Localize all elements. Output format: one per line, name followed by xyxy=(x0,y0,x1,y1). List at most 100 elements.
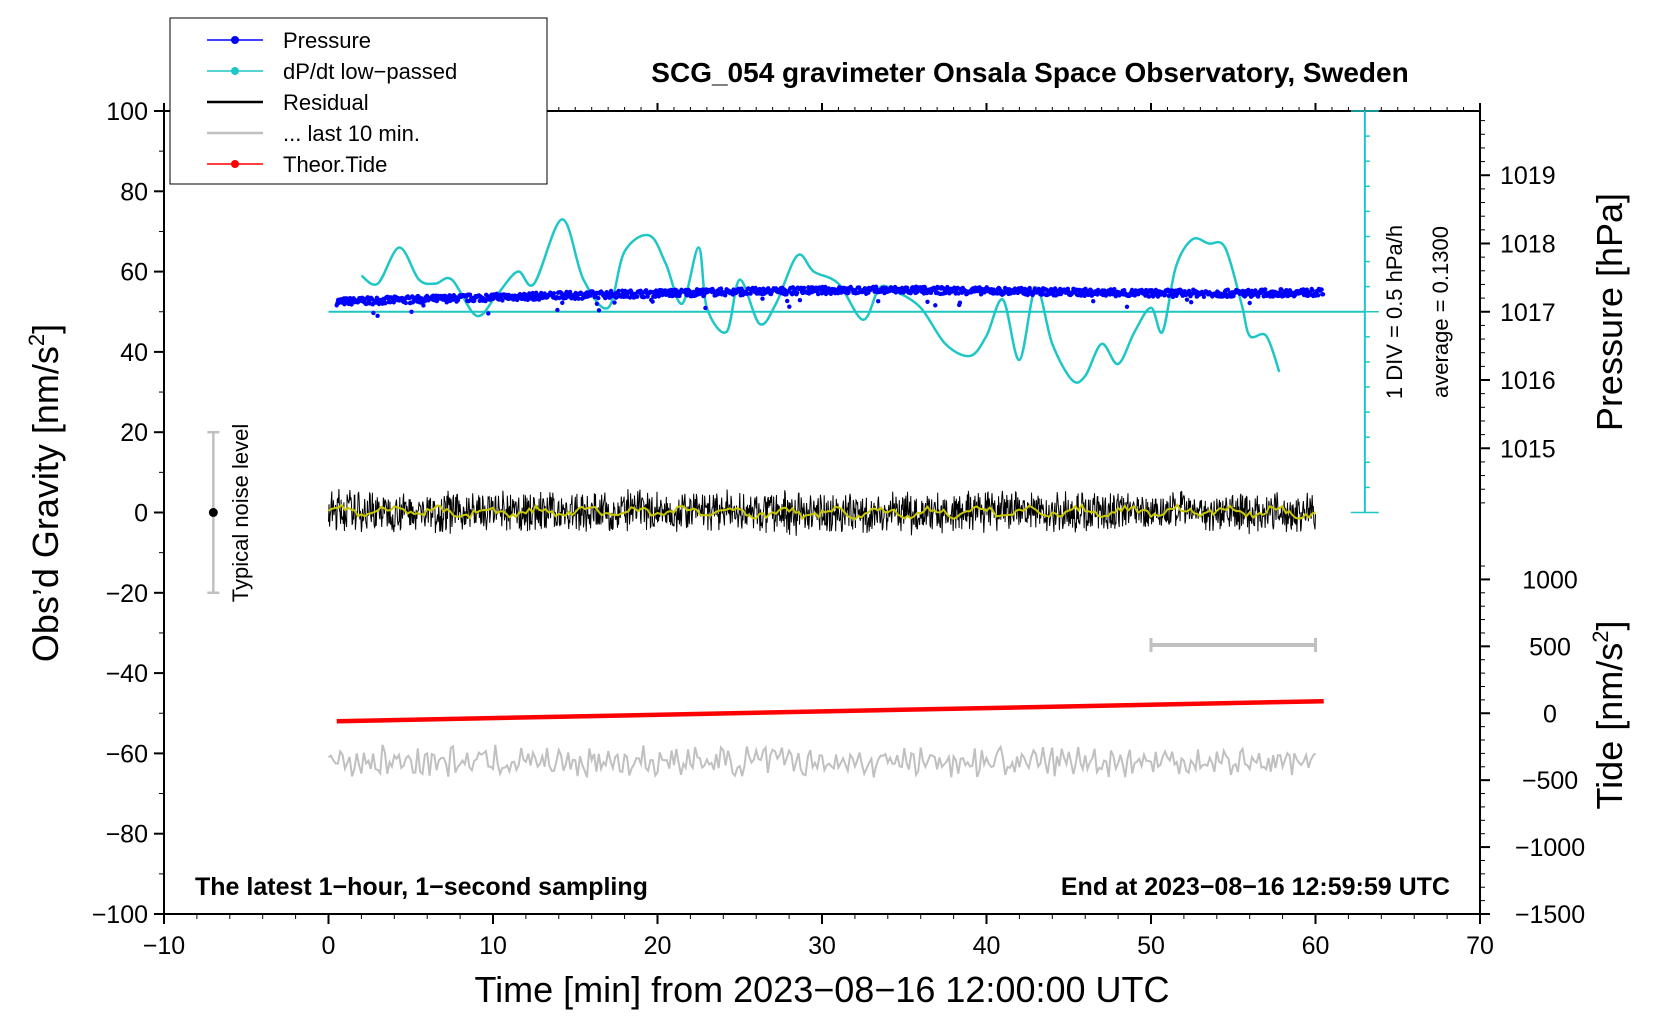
pressure-point xyxy=(1091,299,1096,304)
pressure-point xyxy=(641,295,647,300)
pressure-point xyxy=(1247,300,1252,306)
pressure-point xyxy=(787,304,792,309)
pressure-series xyxy=(334,284,1326,318)
tide-tick-label: −1000 xyxy=(1515,834,1585,862)
pressure-point xyxy=(594,301,600,306)
pressure-point xyxy=(723,293,728,298)
pressure-point xyxy=(371,310,376,316)
y-tick-label: −80 xyxy=(106,821,148,849)
legend-marker xyxy=(231,67,239,75)
y-tick-label: −20 xyxy=(106,580,148,608)
pressure-tick-label: 1019 xyxy=(1500,162,1556,190)
last10-series-line xyxy=(327,744,1317,779)
pressure-point xyxy=(700,287,705,292)
pressure-point xyxy=(846,290,851,295)
pressure-point xyxy=(1201,294,1207,299)
tide-axis-label: Tide [nm/s2] xyxy=(1588,621,1630,810)
y-tick-label: 100 xyxy=(106,98,148,126)
pressure-point xyxy=(925,299,930,304)
pressure-point xyxy=(421,303,426,308)
pressure-point xyxy=(1186,288,1192,294)
x-tick-label: 50 xyxy=(1137,932,1165,960)
x-tick-label: 20 xyxy=(644,932,672,960)
pressure-point xyxy=(718,286,724,291)
tide-tick-label: −500 xyxy=(1522,767,1578,795)
x-tick-label: 0 xyxy=(322,932,336,960)
pressure-point xyxy=(801,285,807,291)
pressure-point xyxy=(1315,293,1321,298)
pressure-point xyxy=(1263,287,1268,292)
x-tick-label: 70 xyxy=(1466,932,1494,960)
pressure-point xyxy=(467,292,473,297)
y-tick-label: 20 xyxy=(120,419,148,447)
legend: Pressure dP/dt low−passed Residual ... last… xyxy=(169,17,548,185)
legend-label: ... last 10 min. xyxy=(283,121,420,146)
pressure-point xyxy=(1082,293,1087,298)
pressure-point xyxy=(607,295,612,300)
legend-label: Pressure xyxy=(283,28,371,53)
dpdt-scale-label: 1 DIV = 0.5 hPa/h xyxy=(1382,225,1407,399)
legend-marker xyxy=(231,36,239,44)
pressure-point xyxy=(1146,294,1152,299)
pressure-point xyxy=(785,298,790,304)
annotation-layer xyxy=(207,430,1317,652)
y-tick-label: −40 xyxy=(106,660,148,688)
pressure-point xyxy=(500,298,505,303)
tide-tick-label: −1500 xyxy=(1515,901,1585,929)
pressure-point xyxy=(1319,287,1324,292)
legend-marker xyxy=(231,160,239,168)
pressure-point xyxy=(383,300,388,306)
pressure-point xyxy=(1225,287,1231,292)
pressure-point xyxy=(1287,288,1293,293)
legend-label: Theor.Tide xyxy=(283,152,387,177)
axis-ticks: −10 0 10 20 30 40 50 60 70−100−80−60−40−20020406… xyxy=(92,98,1585,960)
pressure-point xyxy=(596,295,601,301)
pressure-point xyxy=(555,307,560,313)
pressure-point xyxy=(403,300,408,306)
pressure-point xyxy=(1124,304,1130,309)
y-tick-label: −60 xyxy=(106,740,148,768)
noise-bar-center xyxy=(208,508,218,517)
pressure-point xyxy=(596,308,602,313)
pressure-point xyxy=(434,298,439,304)
pressure-point xyxy=(616,288,621,294)
pressure-point xyxy=(375,313,380,318)
dpdt-series-line xyxy=(360,218,1281,384)
pressure-tick-label: 1018 xyxy=(1500,230,1556,258)
pressure-point xyxy=(409,309,414,314)
chart-title: SCG_054 gravimeter Onsala Space Observat… xyxy=(651,57,1408,88)
pressure-point xyxy=(1256,294,1261,299)
sampling-note: The latest 1−hour, 1−second sampling xyxy=(195,873,648,901)
x-tick-label: 40 xyxy=(973,932,1001,960)
y-tick-label: 80 xyxy=(120,178,148,206)
pressure-tick-label: 1016 xyxy=(1500,367,1556,395)
y-tick-label: 0 xyxy=(134,500,148,528)
pressure-point xyxy=(1320,292,1326,297)
pressure-point xyxy=(876,299,881,304)
pressure-point xyxy=(703,305,708,311)
pressure-point xyxy=(656,294,662,299)
y-tick-label: 60 xyxy=(120,259,148,287)
legend-label: Residual xyxy=(283,90,369,115)
x-tick-label: 10 xyxy=(479,932,507,960)
pressure-point xyxy=(551,291,557,296)
y-axis-label: Obs’d Gravity [nm/s2] xyxy=(24,324,66,662)
pressure-axis-label: Pressure [hPa] xyxy=(1589,193,1630,431)
x-tick-label: 30 xyxy=(808,932,836,960)
pressure-point xyxy=(612,300,617,305)
y-tick-label: 40 xyxy=(120,339,148,367)
pressure-point xyxy=(1112,287,1117,292)
pressure-point xyxy=(560,300,565,305)
pressure-point xyxy=(1310,288,1315,293)
pressure-point xyxy=(576,296,581,301)
pressure-point xyxy=(957,300,963,305)
tide-series-line xyxy=(336,698,1324,724)
pressure-point xyxy=(1027,285,1032,291)
pressure-point xyxy=(760,296,765,301)
pressure-tick-label: 1017 xyxy=(1500,299,1556,327)
x-axis-label: Time [min] from 2023−08−16 12:00:00 UTC xyxy=(474,969,1169,1010)
pressure-point xyxy=(486,311,491,316)
x-tick-label: 60 xyxy=(1302,932,1330,960)
dpdt-average-label: average = 0.1300 xyxy=(1428,226,1453,398)
